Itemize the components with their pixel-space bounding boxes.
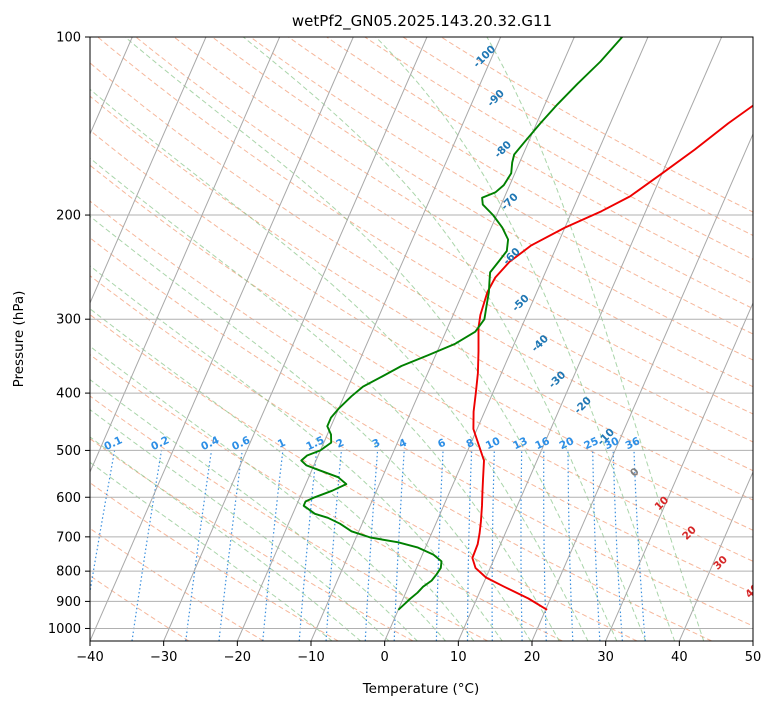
y-tick-label: 800 [56, 565, 81, 580]
dry-adiabat-line [135, 37, 753, 415]
x-tick-label: 30 [597, 650, 614, 665]
y-tick-label: 200 [56, 209, 81, 224]
mixing-ratio-label: 30 [603, 435, 621, 452]
mixing-ratio-label: 13 [511, 435, 529, 452]
mixing-ratio-label: 3 [370, 437, 382, 451]
isotherm-line [678, 470, 753, 641]
dry-adiabat-line [90, 200, 753, 594]
mixing-ratio-label: 36 [624, 435, 642, 452]
x-tick-label: 40 [671, 650, 688, 665]
moist-adiabat-line [486, 37, 705, 641]
moist-adiabat-line [90, 461, 333, 641]
dry-adiabat-line [402, 37, 753, 237]
moist-adiabat-line [90, 378, 418, 641]
dry-adiabat-line [288, 37, 753, 310]
x-tick-label: 10 [450, 650, 467, 665]
mixing-ratio-label: 2 [334, 437, 346, 451]
moist-adiabat-line [90, 215, 532, 641]
moist-adiabat-line [375, 37, 676, 641]
isotherm-line [90, 37, 354, 641]
mixing-ratio-label: 20 [558, 435, 576, 452]
x-tick-label: −10 [297, 650, 324, 665]
dry-adiabat-line [90, 314, 638, 641]
mixing-ratio-label: 25 [582, 435, 600, 452]
y-tick-label: 400 [56, 387, 81, 402]
isotherm-line [90, 37, 207, 305]
dry-adiabat-line [211, 37, 753, 361]
y-axis-label: Pressure (hPa) [11, 291, 27, 388]
moist-adiabat-line [90, 308, 475, 641]
isobars [90, 37, 753, 629]
isotherm-line [457, 37, 723, 641]
chart-title: wetPf2_GN05.2025.143.20.32.G11 [292, 12, 552, 31]
plot-area: -100-90-80-70-60-50-40-30-20-10010203040… [90, 37, 762, 641]
y-tick-label: 500 [56, 444, 81, 459]
isotherm-line [236, 37, 502, 641]
moist-adiabat-line [90, 436, 362, 641]
dry-adiabat-line [90, 95, 753, 501]
x-tick-label: −20 [224, 650, 251, 665]
y-tick-label: 100 [56, 31, 81, 46]
mixing-ratio-label: 4 [397, 437, 409, 451]
isotherm-line [384, 37, 649, 641]
x-axis-label: Temperature (°C) [362, 681, 480, 697]
y-tick-label: 1000 [48, 622, 81, 637]
x-tick-label: −30 [150, 650, 177, 665]
isotherm-line [163, 37, 428, 641]
dry-adiabat-line [90, 527, 264, 641]
dry-adiabat-line [326, 37, 753, 285]
dewpoint-profile-line [300, 37, 623, 611]
y-tick-label: 300 [56, 313, 81, 328]
moist-adiabats [90, 37, 705, 641]
mixing-ratio-label: 1 [276, 437, 288, 451]
moist-adiabat-line [90, 265, 503, 641]
mixing-ratio-labels: 0.1 0.2 0.4 0.6 1 1.5 2 3 4 6 8 10 13 16 20 25 30 36 [102, 434, 642, 453]
profile-series [300, 37, 753, 611]
dry-adiabat-line [173, 37, 753, 388]
moist-adiabat-line [124, 37, 618, 641]
x-tick-label: 20 [524, 650, 541, 665]
temperature-profile-line [471, 104, 753, 611]
mixing-ratio-line [185, 450, 213, 641]
dry-adiabat-line [90, 62, 753, 472]
isotherm-line [605, 301, 753, 641]
dry-adiabat-line [440, 37, 753, 213]
mixing-ratio-lines [90, 450, 646, 641]
isotherm-line [90, 37, 281, 474]
mixing-ratio-label: 6 [436, 437, 448, 451]
y-axis: 1000 900 800 700 600 500 400 300 200 100 [48, 31, 90, 637]
mixing-ratio-label: 10 [484, 435, 502, 452]
isotherm-line [310, 37, 575, 641]
plot-frame [89, 36, 754, 642]
dry-adiabat-line [90, 482, 339, 641]
mixing-ratio-line [131, 450, 163, 641]
mixing-ratio-line [90, 450, 116, 596]
moist-adiabat-line [90, 409, 390, 641]
dry-adiabat-line [90, 275, 712, 641]
mixing-ratio-label: 8 [464, 437, 476, 451]
dry-adiabat-line [97, 37, 753, 443]
isotherms [90, 37, 753, 641]
dry-adiabat-line [90, 164, 753, 562]
isotherm-label: 40 [743, 582, 762, 601]
plot-background [90, 37, 753, 641]
moist-adiabat-line [90, 88, 589, 641]
y-tick-label: 700 [56, 530, 81, 545]
dry-adiabat-line [90, 237, 753, 627]
moist-adiabat-line [90, 345, 447, 641]
y-tick-label: 900 [56, 595, 81, 610]
mixing-ratio-label: 16 [533, 435, 551, 452]
isotherm-line [531, 132, 753, 641]
x-tick-label: 50 [745, 650, 762, 665]
y-tick-label: 600 [56, 491, 81, 506]
x-tick-label: −40 [76, 650, 103, 665]
x-axis: −40 −30 −20 −10 0 10 20 30 40 50 [76, 641, 761, 665]
x-tick-label: 0 [381, 650, 389, 665]
